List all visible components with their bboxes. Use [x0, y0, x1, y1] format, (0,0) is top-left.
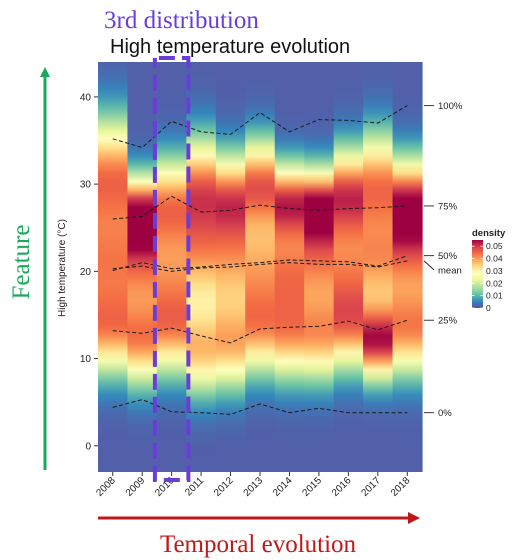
y-axis: 0 10 20 30 40: [80, 92, 98, 452]
x-tick-label-2014: 2014: [271, 475, 295, 499]
x-tick-label-2008: 2008: [94, 475, 118, 499]
x-tick-label-2009: 2009: [124, 475, 148, 499]
y-tick-label: 40: [80, 92, 92, 103]
annotation-left-label: Feature: [8, 225, 35, 300]
legend-tick-label: 0.01: [486, 291, 503, 301]
x-tick-label-2015: 2015: [301, 475, 325, 499]
quantile-connector: [423, 260, 435, 271]
x-tick-label-2016: 2016: [330, 475, 354, 499]
heatmap-column-2014: [274, 62, 305, 472]
series-line-100pct: [112, 105, 408, 149]
x-tick-label-2012: 2012: [212, 475, 236, 499]
series-line-25pct: [112, 319, 408, 344]
y-tick-label: 10: [80, 354, 92, 365]
y-tick-label: 30: [80, 180, 92, 191]
heatmap-column-2010: [156, 62, 187, 472]
x-tick-label-2013: 2013: [242, 475, 266, 499]
quantile-label-25pct: 25%: [438, 316, 458, 327]
legend-tick-label: 0: [486, 303, 491, 313]
legend-tick-label: 0.05: [486, 241, 503, 251]
series-line-0pct: [112, 399, 408, 415]
series-line-50pct: [112, 255, 408, 271]
legend-tick-label: 0.03: [486, 266, 503, 276]
heatmap-column-2008: [98, 62, 129, 472]
quantile-label-mean: mean: [438, 265, 462, 276]
quantile-lines: [112, 105, 408, 415]
x-tick-label-2018: 2018: [389, 475, 413, 499]
series-line-75pct: [112, 195, 408, 220]
heatmap-column-2011: [186, 62, 217, 472]
third-distribution-highlight: [152, 56, 191, 482]
density-legend: density 0.05 0.04 0.03 0.02 0.01 0: [472, 228, 506, 313]
legend-colorbar: [472, 240, 483, 308]
y-tick-label: 20: [80, 267, 92, 278]
y-axis-label: High temperature (°C): [57, 219, 68, 317]
x-tick-label-2017: 2017: [359, 475, 383, 499]
legend-tick-label: 0.04: [486, 254, 503, 264]
heatmap-column-2013: [245, 62, 276, 472]
annotation-bottom-label: Temporal evolution: [160, 531, 357, 558]
legend-title: density: [472, 228, 506, 239]
legend-tick-label: 0.02: [486, 278, 503, 288]
quantile-labels: 100% 75% 50% mean 25% 0%: [423, 101, 463, 419]
quantile-label-100pct: 100%: [438, 101, 463, 112]
heatmap-column-2015: [304, 62, 335, 472]
quantile-label-50pct: 50%: [438, 251, 458, 262]
quantile-label-0pct: 0%: [438, 408, 452, 419]
heatmap-column-2018: [392, 62, 423, 472]
annotation-top-label: 3rd distribution: [104, 7, 259, 34]
y-tick-label: 0: [85, 441, 91, 452]
x-axis: 2008 2009 2010 2011 2012 2013 2014 2015 2016 2017…: [94, 472, 413, 499]
chart-title: High temperature evolution: [110, 36, 350, 58]
heatmap-column-2016: [333, 62, 364, 472]
quantile-label-75pct: 75%: [438, 201, 458, 212]
